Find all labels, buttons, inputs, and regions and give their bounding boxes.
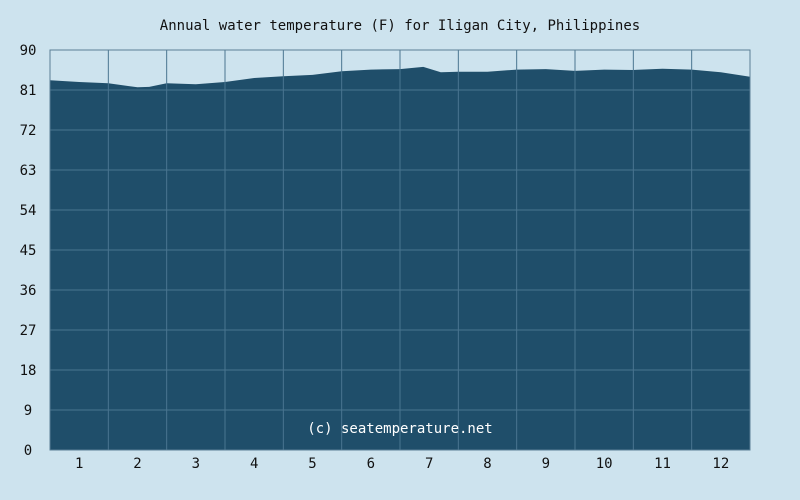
x-tick-label: 11 (654, 456, 671, 472)
x-tick-label: 7 (425, 456, 433, 472)
x-tick-label: 1 (75, 456, 83, 472)
y-axis: 0 9 18 27 36 45 54 63 72 81 90 (20, 43, 37, 459)
x-axis: 1 2 3 4 5 6 7 8 9 10 11 12 (75, 456, 729, 472)
plot-frame (49, 49, 751, 451)
watermark: (c) seatemperature.net (307, 421, 492, 437)
y-tick-label: 0 (24, 443, 32, 459)
y-tick-label: 90 (20, 43, 37, 59)
x-tick-label: 2 (133, 456, 141, 472)
x-tick-label: 4 (250, 456, 258, 472)
x-tick-label: 5 (308, 456, 316, 472)
x-tick-label: 10 (596, 456, 613, 472)
y-tick-label: 72 (20, 123, 37, 139)
y-tick-label: 9 (24, 403, 32, 419)
y-tick-label: 36 (20, 283, 37, 299)
grid (50, 50, 750, 450)
x-tick-label: 6 (367, 456, 375, 472)
y-tick-label: 27 (20, 323, 37, 339)
x-tick-label: 9 (542, 456, 550, 472)
x-tick-label: 3 (192, 456, 200, 472)
y-tick-label: 63 (20, 163, 37, 179)
x-tick-label: 12 (712, 456, 729, 472)
y-tick-label: 54 (20, 203, 37, 219)
y-tick-label: 81 (20, 83, 37, 99)
y-tick-label: 45 (20, 243, 37, 259)
x-tick-label: 8 (483, 456, 491, 472)
chart-title: Annual water temperature (F) for Iligan … (159, 18, 641, 34)
y-tick-label: 18 (20, 363, 37, 379)
